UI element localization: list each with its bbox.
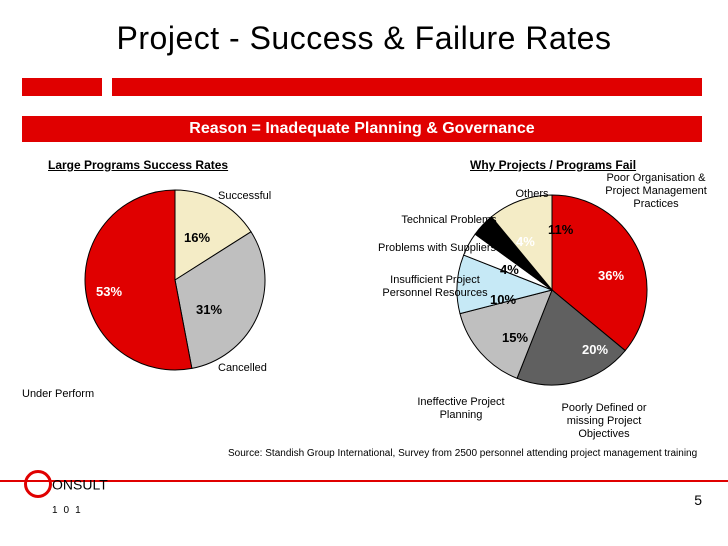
slice-percent: 11% xyxy=(548,222,573,237)
page-number: 5 xyxy=(694,492,702,508)
slice-percent: 4% xyxy=(516,234,535,249)
logo-text: ONSULT xyxy=(52,477,108,493)
slice-label: Successful xyxy=(218,190,271,203)
source-text: Source: Standish Group International, Su… xyxy=(228,448,697,459)
slice-percent: 16% xyxy=(184,230,210,245)
slice-percent: 31% xyxy=(196,302,222,317)
subtitle-band: Reason = Inadequate Planning & Governanc… xyxy=(22,116,702,142)
pie-slice xyxy=(517,290,625,385)
slice-percent: 10% xyxy=(490,292,516,307)
logo-circle-icon xyxy=(24,470,52,498)
slice-label: Others xyxy=(502,188,562,201)
slice-label: Poorly Defined or missing Project Object… xyxy=(544,402,664,442)
pie-slice xyxy=(175,232,265,369)
slice-percent: 53% xyxy=(96,284,122,299)
page-title: Project - Success & Failure Rates xyxy=(0,20,728,57)
slice-percent: 36% xyxy=(598,268,624,283)
slice-label: Under Perform xyxy=(22,388,94,401)
slice-percent: 4% xyxy=(500,262,519,277)
slice-label: Cancelled xyxy=(218,362,267,375)
slide: Project - Success & Failure Rates Reason… xyxy=(0,0,728,546)
footer-line xyxy=(0,480,728,482)
logo: ONSULT 101 xyxy=(24,472,108,516)
slice-label: Insufficient Project Personnel Resources xyxy=(380,274,490,300)
logo-sub: 101 xyxy=(52,505,87,516)
accent-bar-left xyxy=(22,78,102,96)
accent-bar xyxy=(22,78,702,96)
slice-label: Problems with Suppliers xyxy=(376,242,498,255)
chart-right-heading: Why Projects / Programs Fail xyxy=(470,158,636,172)
slice-label: Technical Problems xyxy=(394,214,504,227)
slice-percent: 15% xyxy=(502,330,528,345)
slice-percent: 20% xyxy=(582,342,608,357)
pie-slice xyxy=(85,190,192,370)
slice-label: Ineffective Project Planning xyxy=(406,396,516,422)
slice-label: Poor Organisation & Project Management P… xyxy=(596,172,716,212)
chart-left-heading: Large Programs Success Rates xyxy=(48,158,228,172)
